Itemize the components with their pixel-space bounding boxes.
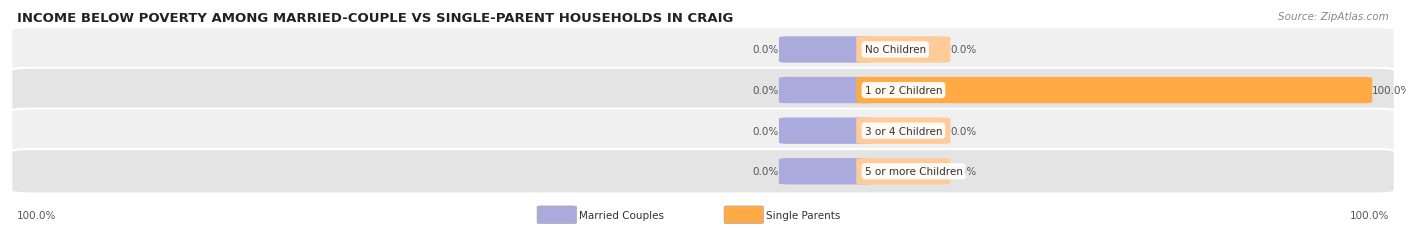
FancyBboxPatch shape <box>11 149 1395 194</box>
FancyBboxPatch shape <box>856 118 950 144</box>
FancyBboxPatch shape <box>11 109 1395 153</box>
Text: No Children: No Children <box>865 45 925 55</box>
FancyBboxPatch shape <box>11 28 1395 72</box>
Text: 100.0%: 100.0% <box>1350 210 1389 220</box>
FancyBboxPatch shape <box>856 158 950 185</box>
Text: 0.0%: 0.0% <box>752 167 779 176</box>
Text: 0.0%: 0.0% <box>752 126 779 136</box>
Text: 5 or more Children: 5 or more Children <box>865 167 963 176</box>
FancyBboxPatch shape <box>856 37 950 63</box>
Text: 0.0%: 0.0% <box>752 86 779 96</box>
Text: 0.0%: 0.0% <box>950 126 977 136</box>
FancyBboxPatch shape <box>11 69 1395 113</box>
FancyBboxPatch shape <box>537 206 576 224</box>
FancyBboxPatch shape <box>779 158 873 185</box>
FancyBboxPatch shape <box>856 78 1372 104</box>
Text: INCOME BELOW POVERTY AMONG MARRIED-COUPLE VS SINGLE-PARENT HOUSEHOLDS IN CRAIG: INCOME BELOW POVERTY AMONG MARRIED-COUPL… <box>17 12 734 24</box>
Text: Single Parents: Single Parents <box>766 210 841 220</box>
Text: 100.0%: 100.0% <box>1372 86 1406 96</box>
Text: Married Couples: Married Couples <box>579 210 664 220</box>
FancyBboxPatch shape <box>724 206 763 224</box>
Text: 0.0%: 0.0% <box>752 45 779 55</box>
FancyBboxPatch shape <box>779 118 873 144</box>
Text: 3 or 4 Children: 3 or 4 Children <box>865 126 942 136</box>
Text: 100.0%: 100.0% <box>17 210 56 220</box>
FancyBboxPatch shape <box>779 37 873 63</box>
Text: Source: ZipAtlas.com: Source: ZipAtlas.com <box>1278 12 1389 21</box>
Text: 0.0%: 0.0% <box>950 167 977 176</box>
Text: 0.0%: 0.0% <box>950 45 977 55</box>
FancyBboxPatch shape <box>779 78 873 104</box>
Text: 1 or 2 Children: 1 or 2 Children <box>865 86 942 96</box>
